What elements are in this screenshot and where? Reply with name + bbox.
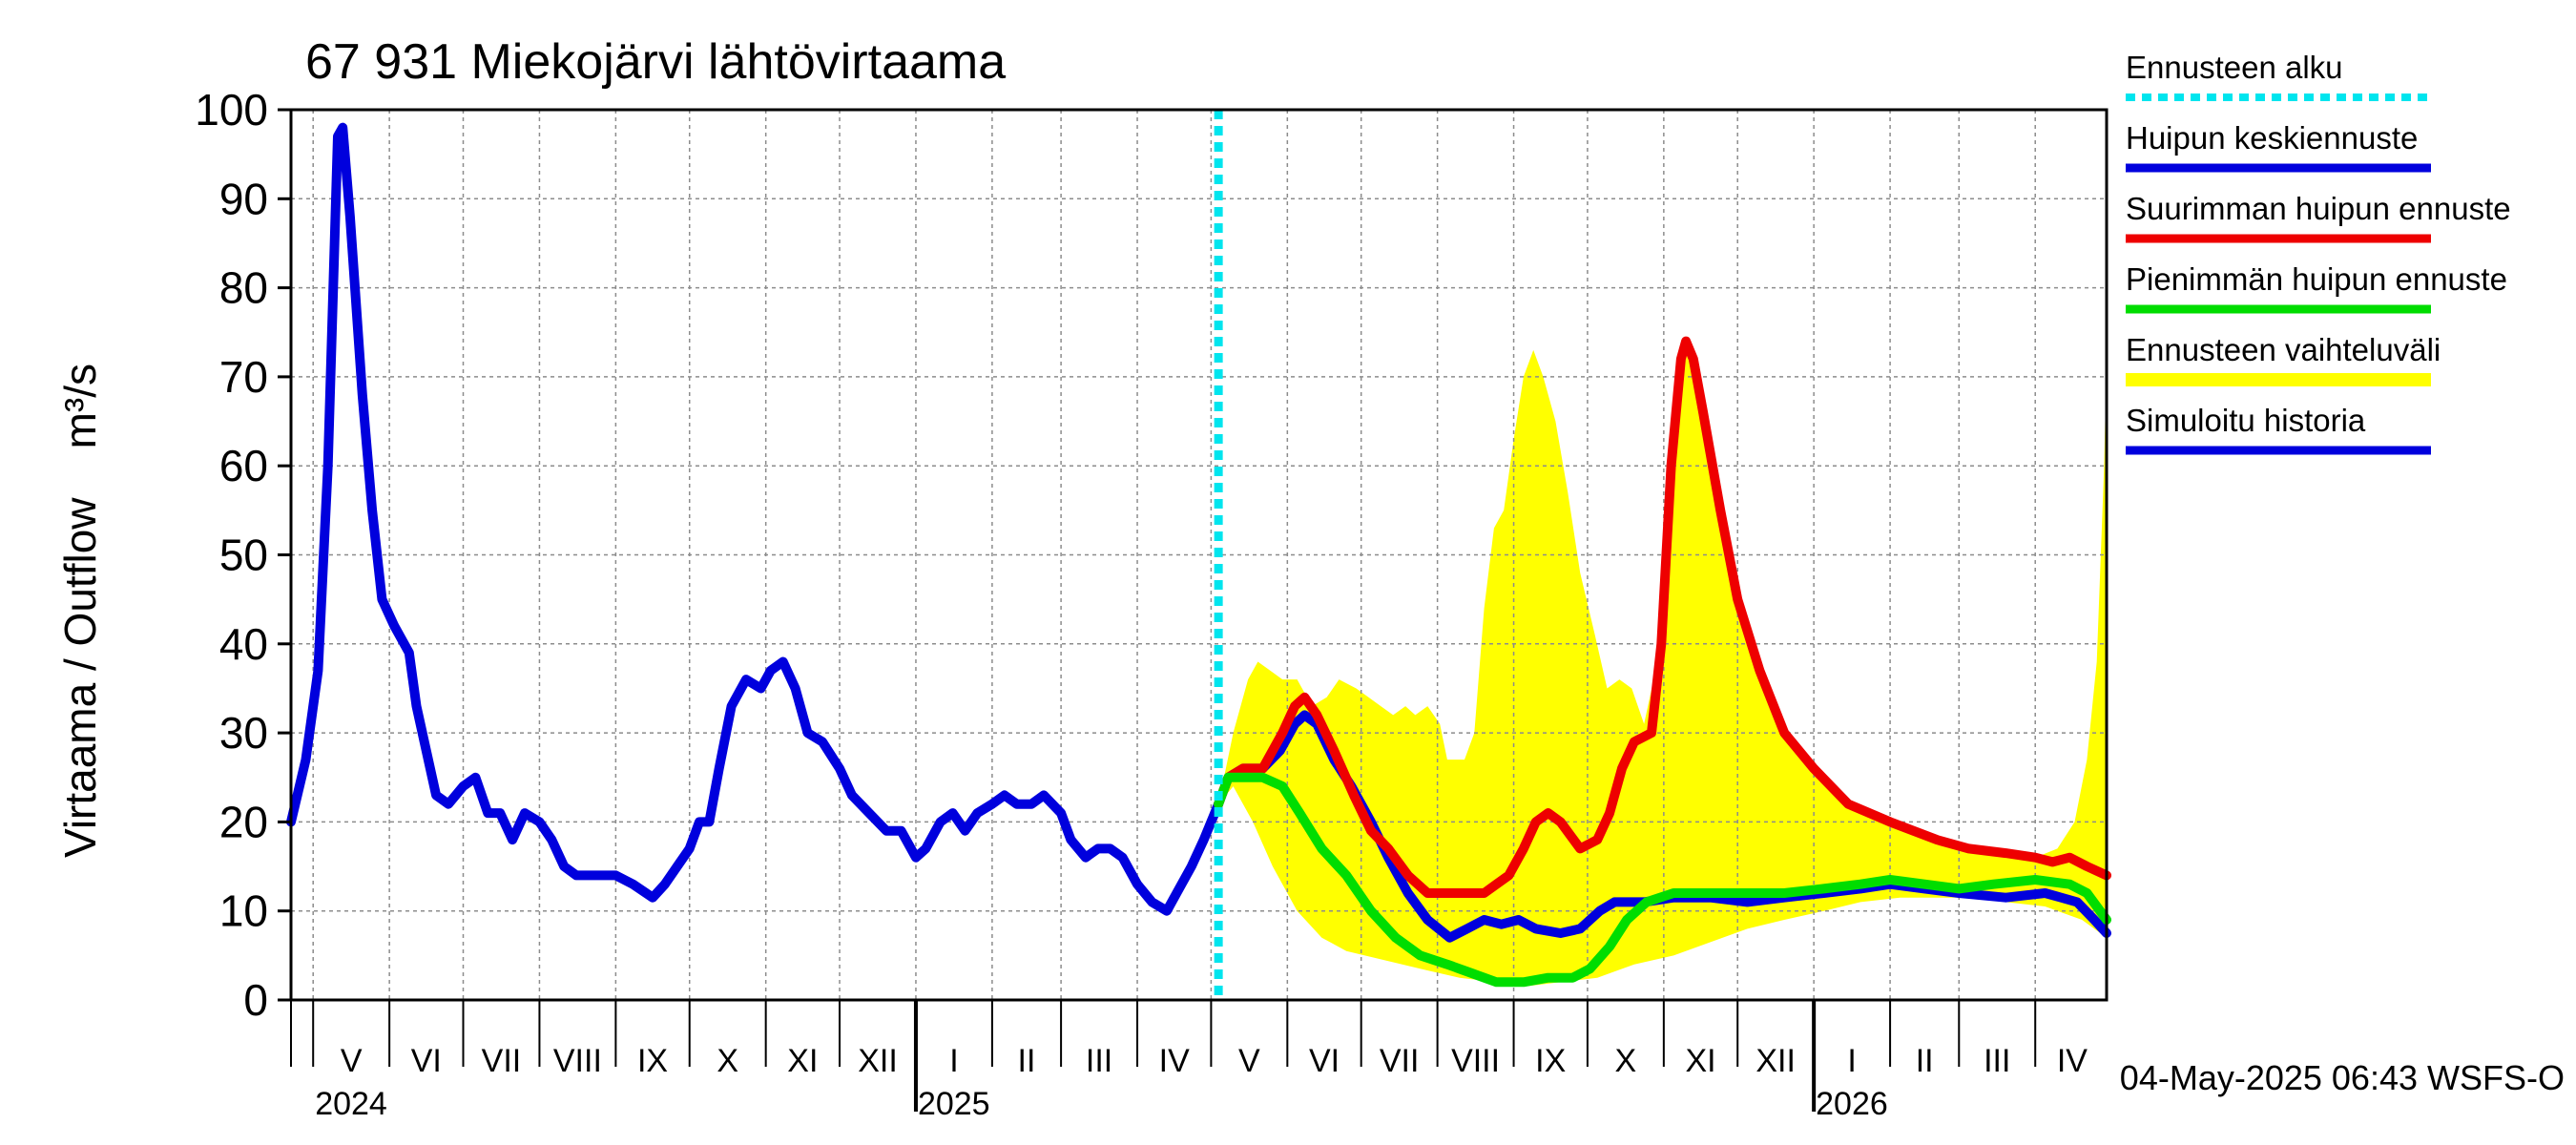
x-axis-years: 2024 2025 2026 xyxy=(315,1086,1888,1122)
year-label-0: 2024 xyxy=(315,1086,387,1122)
legend-label-4: Ennusteen vaihteluväli xyxy=(2126,332,2441,367)
month-label-15: VIII xyxy=(1451,1043,1500,1079)
legend-swatch-4 xyxy=(2126,373,2431,386)
month-label-4: IX xyxy=(637,1043,668,1079)
legend-label-0: Ennusteen alku xyxy=(2126,50,2343,85)
month-label-11: IV xyxy=(1159,1043,1190,1079)
legend-label-3: Pienimmän huipun ennuste xyxy=(2126,261,2507,297)
month-label-2: VII xyxy=(482,1043,522,1079)
legend-label-2: Suurimman huipun ennuste xyxy=(2126,191,2511,226)
month-label-17: X xyxy=(1615,1043,1637,1079)
y-tick-label-10: 10 xyxy=(219,886,268,936)
month-label-1: VI xyxy=(411,1043,442,1079)
y-tick-label-90: 90 xyxy=(219,174,268,223)
x-axis-months: V VI VII VIII IX X XI XII I II III IV V VI VII VIII IX X X… xyxy=(290,1000,2088,1112)
month-label-8: I xyxy=(949,1043,958,1079)
chart-title: 67 931 Miekojärvi lähtövirtaama xyxy=(305,34,1006,90)
month-label-23: IV xyxy=(2057,1043,2088,1079)
series-line-3 xyxy=(1214,772,2111,988)
y-tick-label-100: 100 xyxy=(195,85,268,135)
y-tick-label-40: 40 xyxy=(219,619,268,669)
y-tick-label-60: 60 xyxy=(219,441,268,490)
y-tick-label-0: 0 xyxy=(243,975,268,1025)
month-label-13: VI xyxy=(1309,1043,1340,1079)
y-tick-label-70: 70 xyxy=(219,352,268,402)
month-label-18: XI xyxy=(1685,1043,1715,1079)
month-label-5: X xyxy=(717,1043,738,1079)
month-label-7: XII xyxy=(858,1043,898,1079)
month-label-9: II xyxy=(1018,1043,1036,1079)
y-tick-label-80: 80 xyxy=(219,263,268,313)
y-axis-ticks: 0 10 20 30 40 50 60 70 80 90 100 xyxy=(195,85,291,1025)
y-axis-label: Virtaama / Outflow m³/s xyxy=(55,364,105,858)
month-label-20: I xyxy=(1847,1043,1856,1079)
month-label-0: V xyxy=(341,1043,363,1079)
month-label-10: III xyxy=(1086,1043,1112,1079)
series-line-2 xyxy=(1214,336,2111,898)
month-label-12: V xyxy=(1238,1043,1260,1079)
y-tick-label-20: 20 xyxy=(219,797,268,846)
legend-label-1: Huipun keskiennuste xyxy=(2126,120,2418,156)
month-label-19: XII xyxy=(1755,1043,1796,1079)
series-line-0 xyxy=(286,122,1224,916)
month-label-16: IX xyxy=(1535,1043,1566,1079)
legend: Ennusteen alku Huipun keskiennuste Suurimm… xyxy=(2126,50,2511,455)
month-label-3: VIII xyxy=(553,1043,602,1079)
legend-label-5: Simuloitu historia xyxy=(2126,403,2366,438)
year-label-2: 2026 xyxy=(1816,1086,1888,1122)
y-tick-label-50: 50 xyxy=(219,531,268,580)
year-label-1: 2025 xyxy=(918,1086,990,1122)
month-label-14: VII xyxy=(1380,1043,1420,1079)
y-tick-label-30: 30 xyxy=(219,708,268,758)
month-label-22: III xyxy=(1984,1043,2010,1079)
month-label-6: XI xyxy=(787,1043,818,1079)
series-lines xyxy=(286,110,2111,1000)
month-label-21: II xyxy=(1916,1043,1934,1079)
timestamp-label: 04-May-2025 06:43 WSFS-O xyxy=(2120,1058,2565,1097)
